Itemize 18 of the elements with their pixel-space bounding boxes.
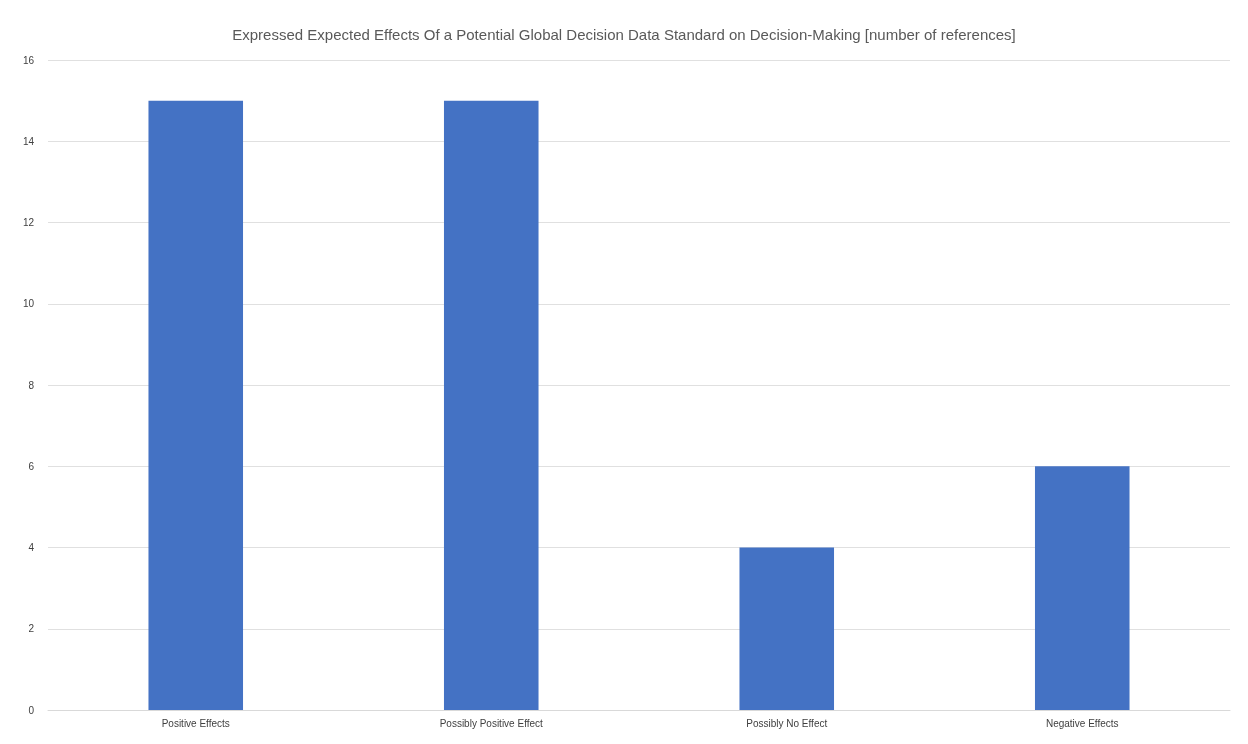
x-tick-label: Positive Effects bbox=[161, 717, 230, 729]
y-tick-label: 16 bbox=[22, 54, 35, 66]
chart-title: Expressed Expected Effects Of a Potential Global Decision Data Standard on Decision-Making [number of references] bbox=[232, 26, 1016, 43]
x-tick-label: Possibly No Effect bbox=[746, 717, 828, 729]
y-tick-label: 14 bbox=[22, 135, 35, 147]
y-tick-label: 4 bbox=[28, 542, 35, 553]
y-tick-label: 6 bbox=[28, 460, 35, 472]
x-tick-label: Possibly Positive Effect bbox=[439, 717, 544, 729]
y-tick-label: 8 bbox=[28, 379, 35, 391]
y-tick-label: 10 bbox=[22, 298, 35, 310]
x-tick-label: Negative Effects bbox=[1045, 717, 1119, 729]
bar bbox=[1034, 466, 1130, 710]
y-tick-label: 0 bbox=[28, 704, 35, 716]
bar bbox=[148, 100, 244, 710]
y-tick-label: 12 bbox=[22, 217, 35, 228]
bar bbox=[739, 547, 835, 710]
bar bbox=[443, 100, 539, 710]
y-tick-label: 2 bbox=[28, 623, 35, 635]
